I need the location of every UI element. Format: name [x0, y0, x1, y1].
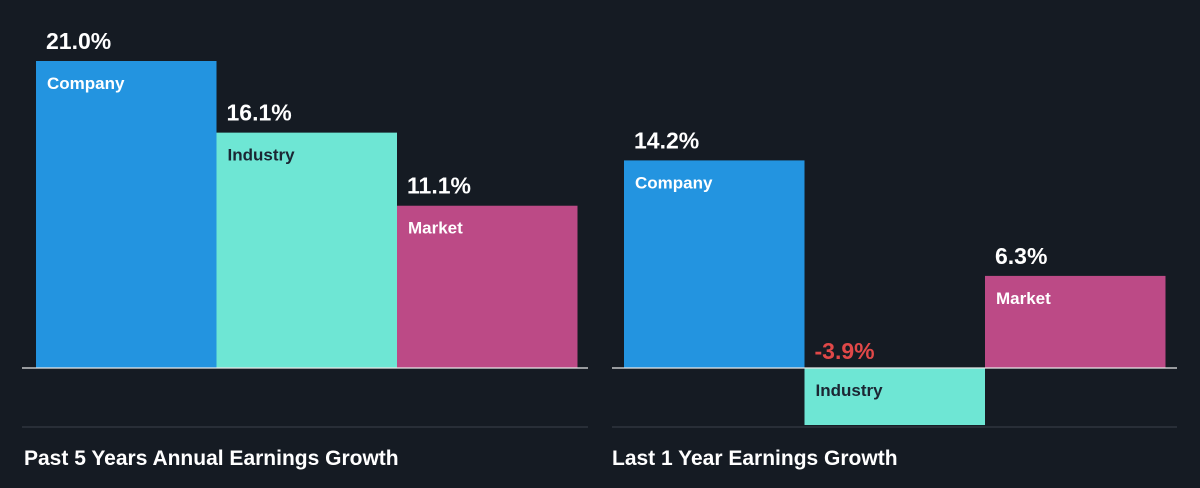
bar-industry — [216, 132, 397, 368]
bar-label-company: Company — [635, 173, 713, 192]
bar-industry — [804, 368, 985, 426]
bar-market — [397, 205, 578, 368]
value-label-industry: -3.9% — [815, 338, 875, 364]
value-label-company: 14.2% — [634, 127, 699, 153]
value-label-industry: 16.1% — [227, 100, 292, 126]
panel-title: Last 1 Year Earnings Growth — [612, 447, 898, 470]
bar-company — [36, 61, 217, 368]
bar-label-industry: Industry — [816, 381, 884, 400]
bar-label-company: Company — [47, 74, 125, 93]
bar-market — [985, 275, 1166, 368]
bar-label-market: Market — [408, 219, 463, 238]
value-label-company: 21.0% — [46, 28, 111, 54]
bar-label-market: Market — [996, 289, 1051, 308]
value-label-market: 11.1% — [407, 173, 471, 199]
bar-company — [624, 160, 805, 368]
panel-title: Past 5 Years Annual Earnings Growth — [24, 447, 399, 470]
panel-past-5-years: 21.0% Company 16.1% Industry 11.1% Market Past… — [22, 28, 588, 470]
value-label-market: 6.3% — [995, 243, 1047, 269]
panel-last-1-year: 14.2% Company -3.9% Industry 6.3% Market Last … — [612, 127, 1177, 470]
bar-label-industry: Industry — [228, 146, 296, 165]
